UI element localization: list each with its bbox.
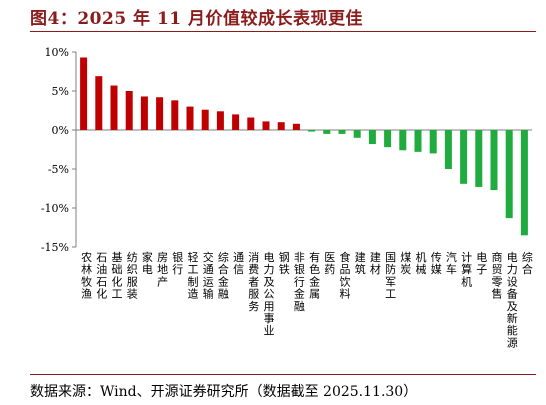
bar (171, 100, 179, 130)
x-tick-label: 农林牧渔 (81, 250, 92, 301)
x-tick-label: 钢铁 (279, 251, 290, 276)
x-tick-label: 家电 (142, 250, 153, 276)
bar-chart: 10% 5% 0% -5% -10% -15% 农林牧渔石油石化基础化工纺织服装家电房地产银… (41, 46, 533, 349)
bar (232, 114, 240, 130)
y-tick-label: 0% (52, 124, 69, 137)
bar (505, 130, 513, 219)
x-tick-label: 国防军工 (385, 251, 396, 301)
bar (95, 76, 103, 130)
x-tick-label: 综合 (522, 250, 533, 276)
y-tick-label: -15% (41, 241, 69, 254)
bar (140, 96, 148, 130)
bar (353, 130, 361, 138)
bar (277, 122, 285, 130)
bar (368, 130, 376, 145)
x-tick-label: 商贸零售 (492, 250, 503, 301)
x-tick-label: 计算机 (461, 251, 472, 288)
bar (186, 106, 194, 130)
source-divider (30, 374, 536, 375)
x-tick-label: 建材 (370, 250, 381, 276)
x-tick-label: 银行 (172, 250, 183, 276)
x-tick-label: 汽车 (446, 250, 457, 276)
x-tick-label: 机械 (416, 250, 427, 276)
x-tick-label: 通信 (233, 251, 244, 276)
title-divider (30, 31, 536, 32)
x-tick-label: 房地产 (157, 251, 168, 288)
y-tick-label: -5% (48, 163, 69, 176)
bar (429, 130, 437, 154)
x-tick-label: 建筑 (355, 250, 366, 276)
bar (110, 85, 118, 130)
bar (475, 130, 483, 187)
x-tick-label: 基础化工 (112, 251, 123, 301)
y-tick-label: 5% (52, 85, 69, 98)
bar (80, 57, 88, 130)
y-tick-label: 10% (45, 46, 69, 59)
x-tick-label: 电力设备及新能源 (507, 251, 518, 349)
x-tick-label: 石油石化 (96, 251, 107, 301)
bar (308, 130, 316, 132)
source-note: 数据来源：Wind、开源证券研究所（数据截至 2025.11.30） (30, 384, 418, 400)
x-tick-label: 有色金属 (309, 250, 320, 301)
x-tick-label: 电子 (476, 251, 487, 276)
bar (460, 130, 468, 184)
bar (323, 130, 331, 134)
bar (490, 130, 498, 191)
chart-title: 图4：2025 年 11 月价值较成长表现更佳 (30, 9, 364, 29)
bar (414, 130, 422, 152)
x-tick-label: 食品饮料 (340, 250, 351, 301)
x-tick-label: 消费者服务 (248, 250, 259, 313)
bar (216, 111, 224, 130)
x-tick-label: 轻工制造 (188, 250, 199, 301)
bar (156, 97, 164, 130)
x-tick-label: 纺织服装 (127, 250, 138, 301)
bar (338, 130, 346, 134)
bar (520, 130, 528, 236)
bar (444, 130, 452, 169)
bar (399, 130, 407, 151)
bar (201, 109, 209, 130)
x-tick-label: 医药 (324, 251, 335, 276)
bar (247, 117, 255, 130)
x-tick-label: 传媒 (431, 251, 442, 276)
bar (125, 91, 133, 130)
x-tick-label: 交通运输 (203, 250, 214, 301)
x-tick-label: 综合金融 (218, 250, 229, 301)
bar (262, 121, 270, 130)
x-tick-label: 非银行金融 (294, 251, 305, 313)
x-tick-label: 煤炭 (400, 251, 411, 276)
bar (384, 130, 392, 148)
y-tick-label: -10% (41, 202, 69, 215)
bar (292, 123, 300, 130)
x-tick-label: 电力及公用事业 (264, 251, 275, 337)
